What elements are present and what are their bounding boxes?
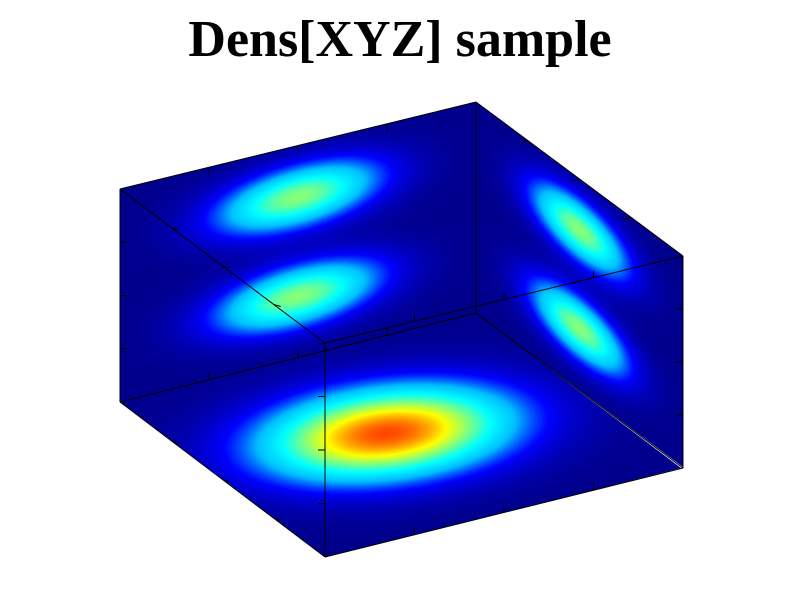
cube-edge bbox=[475, 312, 684, 469]
axis-tick bbox=[624, 217, 632, 220]
axis-tick bbox=[572, 178, 580, 182]
axis-ticks bbox=[120, 123, 683, 535]
axis-tick bbox=[171, 440, 179, 444]
axis-tick bbox=[520, 140, 528, 143]
chart-title: Dens[XYZ] sample bbox=[188, 11, 612, 68]
axis-tick bbox=[222, 265, 230, 269]
axis-tick bbox=[171, 227, 179, 230]
axis-tick bbox=[222, 479, 230, 482]
axis-tick bbox=[273, 304, 281, 307]
axis-tick bbox=[273, 517, 281, 521]
